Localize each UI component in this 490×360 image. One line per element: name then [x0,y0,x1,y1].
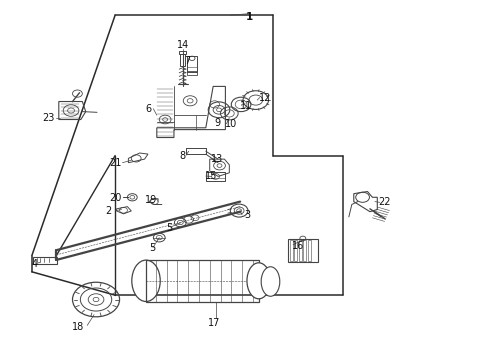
Text: 13: 13 [211,154,223,164]
Text: 3: 3 [244,210,250,220]
Bar [179,51,186,54]
Text: 22: 22 [378,197,391,207]
Text: 23: 23 [43,113,55,123]
Bar [288,239,318,262]
Text: 2: 2 [105,206,112,216]
Text: 16: 16 [292,240,304,251]
Bar [146,260,259,302]
Bar [303,240,306,261]
Bar [187,71,197,75]
Text: 1: 1 [246,12,253,22]
Text: 9: 9 [214,118,220,128]
Text: 11: 11 [240,101,252,111]
Bar [308,240,311,261]
Bar [294,240,297,261]
Text: 21: 21 [109,158,122,168]
Bar [299,240,302,261]
Text: 5: 5 [167,222,173,233]
Ellipse shape [261,267,280,296]
Text: 7: 7 [184,56,190,66]
Bar [187,56,197,72]
Text: 14: 14 [176,40,189,50]
Text: 12: 12 [259,93,271,103]
Text: 15: 15 [205,171,217,181]
Ellipse shape [132,260,160,302]
Text: 4: 4 [32,258,38,269]
Text: 5: 5 [149,243,156,253]
Bar [33,257,57,264]
Text: 17: 17 [208,318,221,328]
Text: 19: 19 [145,195,157,205]
Bar [206,172,225,181]
Text: 10: 10 [225,119,238,129]
Text: 20: 20 [109,193,122,203]
Ellipse shape [247,263,270,299]
Bar [180,54,185,66]
Text: 8: 8 [179,150,185,161]
Text: 18: 18 [72,322,84,332]
Text: 6: 6 [146,104,152,114]
Bar [290,240,293,261]
